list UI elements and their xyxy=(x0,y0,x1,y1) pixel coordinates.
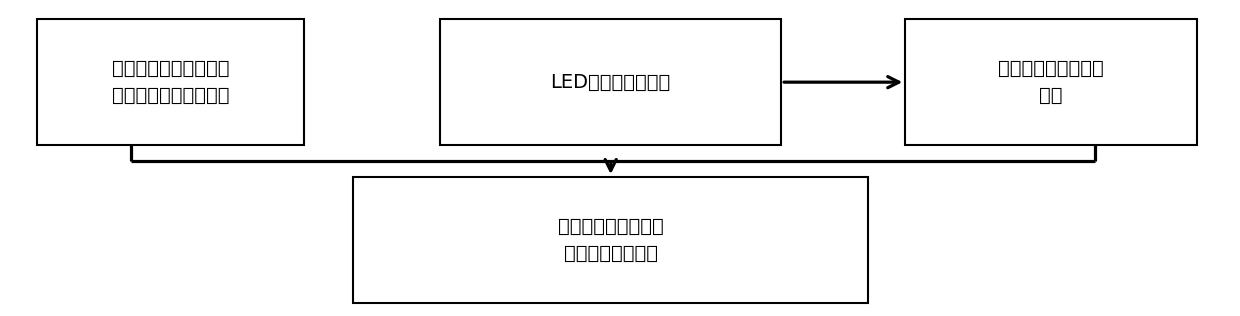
Text: 确定监测区域与附不透
明板的接收器设置测试: 确定监测区域与附不透 明板的接收器设置测试 xyxy=(112,59,229,105)
Text: 定位对象设置与光源
安装: 定位对象设置与光源 安装 xyxy=(998,59,1104,105)
Bar xyxy=(353,177,868,303)
Bar xyxy=(905,19,1197,145)
Text: LED光源设置与测试: LED光源设置与测试 xyxy=(551,73,671,92)
Text: 附设光源的定位对象
连续飞行定位测试: 附设光源的定位对象 连续飞行定位测试 xyxy=(558,217,663,263)
Bar xyxy=(37,19,304,145)
Bar xyxy=(440,19,781,145)
